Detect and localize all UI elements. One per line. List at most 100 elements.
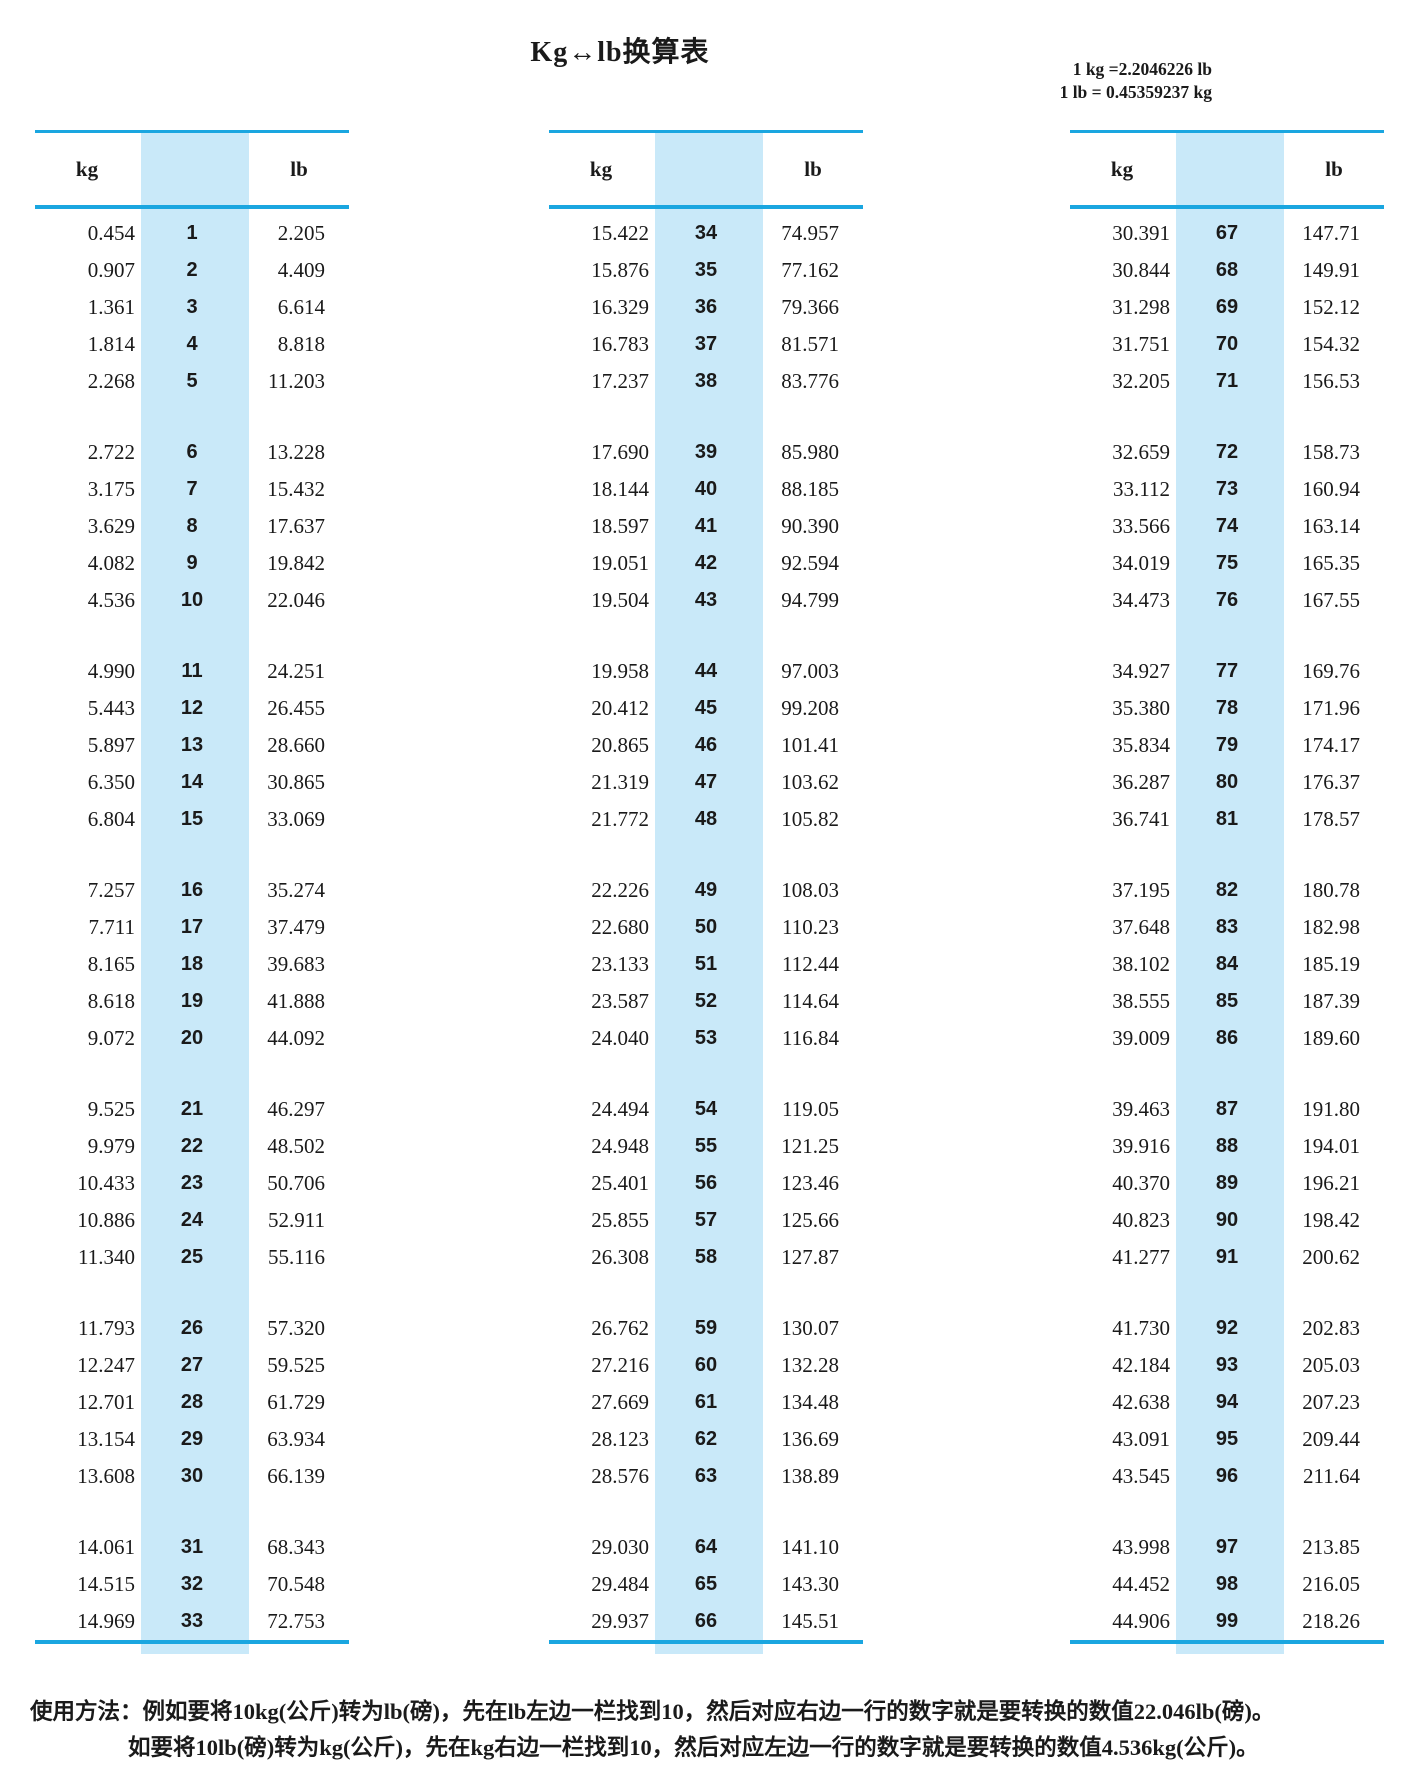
table-row: 7.711 17 37.479 [35, 909, 349, 946]
row-number: 23 [180, 1172, 204, 1194]
kg-value: 39.463 [1112, 1097, 1170, 1121]
table-row: 33.112 73 160.94 [1070, 471, 1384, 508]
kg-value: 19.051 [591, 551, 649, 575]
kg-value: 38.102 [1112, 952, 1170, 976]
table-row: 14.969 33 72.753 [35, 1603, 349, 1640]
table-row: 39.916 88 194.01 [1070, 1128, 1384, 1165]
kg-value: 14.969 [77, 1609, 135, 1633]
kg-value: 8.165 [87, 952, 135, 976]
table-row: 38.102 84 185.19 [1070, 946, 1384, 983]
row-number: 98 [1215, 1573, 1239, 1595]
kg-value: 37.648 [1112, 915, 1170, 939]
kg-value: 29.030 [591, 1535, 649, 1559]
lb-value: 136.69 [781, 1427, 839, 1451]
lb-value: 19.842 [267, 551, 325, 575]
lb-value: 121.25 [781, 1134, 839, 1158]
table-row: 36.287 80 176.37 [1070, 764, 1384, 801]
table-row: 10.433 23 50.706 [35, 1165, 349, 1202]
kg-value: 8.618 [87, 989, 135, 1013]
page-title: Kg↔lb换算表 [530, 37, 710, 68]
row-number: 12 [180, 697, 204, 719]
kg-value: 15.422 [591, 221, 649, 245]
row-number: 41 [694, 515, 718, 537]
row-number: 66 [694, 1610, 718, 1632]
table-row: 11.793 26 57.320 [35, 1310, 349, 1347]
row-number: 61 [694, 1391, 718, 1413]
conversion-notes: 1 kg =2.2046226 lb 1 lb = 0.45359237 kg [1060, 58, 1212, 104]
lb-value: 4.409 [277, 258, 325, 282]
kg-value: 3.629 [87, 514, 135, 538]
table-row: 37.648 83 182.98 [1070, 909, 1384, 946]
table-row: 13.154 29 63.934 [35, 1421, 349, 1458]
table-row: 24.494 54 119.05 [549, 1091, 863, 1128]
kg-value: 16.783 [591, 332, 649, 356]
table-row: 19.958 44 97.003 [549, 653, 863, 690]
row-number: 79 [1215, 734, 1239, 756]
lb-value: 182.98 [1302, 915, 1360, 939]
kg-value: 27.216 [591, 1353, 649, 1377]
row-number: 70 [1215, 333, 1239, 355]
kg-value: 20.865 [591, 733, 649, 757]
row-number: 73 [1215, 478, 1239, 500]
lb-value: 30.865 [267, 770, 325, 794]
row-number: 4 [186, 333, 198, 355]
table-row: 28.576 63 138.89 [549, 1458, 863, 1495]
table-row: 34.473 76 167.55 [1070, 582, 1384, 619]
lb-value: 160.94 [1302, 477, 1360, 501]
kg-value: 29.937 [591, 1609, 649, 1633]
lb-value: 176.37 [1302, 770, 1360, 794]
kg-value: 42.184 [1112, 1353, 1170, 1377]
kg-value: 44.906 [1112, 1609, 1170, 1633]
table-row: 11.340 25 55.116 [35, 1239, 349, 1276]
table-row: 16.329 36 79.366 [549, 289, 863, 326]
table-row: 30.391 67 147.71 [1070, 215, 1384, 252]
row-number: 86 [1215, 1027, 1239, 1049]
group-spacer [549, 838, 863, 872]
lb-value: 59.525 [267, 1353, 325, 1377]
lb-value: 110.23 [782, 915, 839, 939]
row-number: 42 [694, 552, 718, 574]
row-number: 71 [1215, 370, 1239, 392]
table-row: 18.597 41 90.390 [549, 508, 863, 545]
usage-line-2: 如要将10lb(磅)转为kg(公斤)，先在kg右边一栏找到10，然后对应左边一行… [128, 1735, 1259, 1760]
row-number: 9 [186, 552, 198, 574]
table-row: 8.165 18 39.683 [35, 946, 349, 983]
table-row: 15.876 35 77.162 [549, 252, 863, 289]
lb-value: 97.003 [781, 659, 839, 683]
lb-value: 2.205 [277, 221, 325, 245]
kg-value: 5.897 [87, 733, 135, 757]
lb-value: 105.82 [781, 807, 839, 831]
group-spacer [1070, 1495, 1384, 1529]
table-header-row: kg lb [35, 133, 349, 205]
lb-value: 189.60 [1302, 1026, 1360, 1050]
row-number: 95 [1215, 1428, 1239, 1450]
row-number: 47 [694, 771, 718, 793]
highlight-band [655, 130, 763, 1654]
lb-value: 68.343 [267, 1535, 325, 1559]
row-number: 37 [694, 333, 718, 355]
kg-column-header: kg [75, 156, 99, 181]
row-number: 36 [694, 296, 718, 318]
table-row: 0.454 1 2.205 [35, 215, 349, 252]
row-number: 83 [1215, 916, 1239, 938]
lb-value: 165.35 [1302, 551, 1360, 575]
table-bottom-rule [35, 1640, 349, 1644]
table-row: 20.412 45 99.208 [549, 690, 863, 727]
group-spacer [549, 400, 863, 434]
group-spacer [35, 1495, 349, 1529]
table-row: 39.463 87 191.80 [1070, 1091, 1384, 1128]
table-row: 25.401 56 123.46 [549, 1165, 863, 1202]
kg-value: 30.844 [1112, 258, 1170, 282]
lb-value: 99.208 [781, 696, 839, 720]
kg-value: 41.277 [1112, 1245, 1170, 1269]
kg-value: 43.998 [1112, 1535, 1170, 1559]
kg-value: 21.772 [591, 807, 649, 831]
lb-value: 48.502 [267, 1134, 325, 1158]
row-number: 68 [1215, 259, 1239, 281]
kg-value: 2.268 [87, 369, 135, 393]
kg-value: 22.226 [591, 878, 649, 902]
kg-value: 25.855 [591, 1208, 649, 1232]
kg-value: 22.680 [591, 915, 649, 939]
kg-value: 39.009 [1112, 1026, 1170, 1050]
lb-value: 72.753 [267, 1609, 325, 1633]
